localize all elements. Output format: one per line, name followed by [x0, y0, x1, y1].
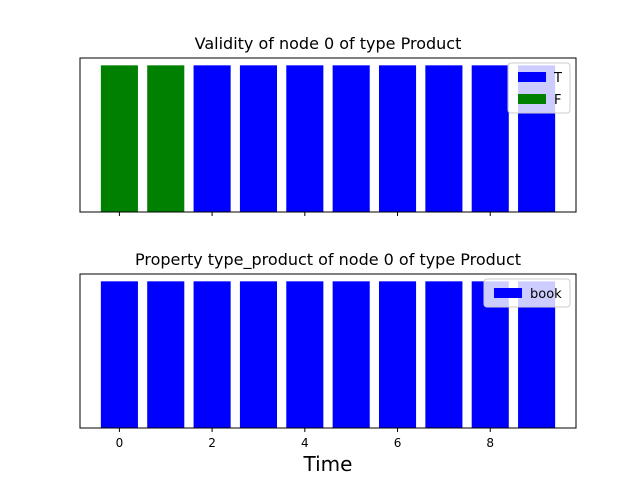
bar-t-6	[378, 65, 417, 212]
validity-subplot: Validity of node 0 of type Product TF	[79, 34, 577, 216]
bar-f-1	[147, 65, 185, 212]
type-product-subplot: Property type_product of node 0 of type …	[79, 250, 577, 450]
legend-swatch-t	[518, 72, 546, 82]
bar-book-6	[378, 281, 417, 428]
bar-book-0	[100, 281, 138, 428]
bar-t-7	[425, 65, 463, 212]
bar-t-4	[286, 65, 324, 212]
bar-t-2	[193, 65, 231, 212]
validity-title: Validity of node 0 of type Product	[195, 34, 462, 53]
bar-book-1	[147, 281, 185, 428]
bar-book-2	[193, 281, 231, 428]
bar-t-3	[239, 65, 278, 212]
validity-legend: TF	[507, 62, 571, 114]
x-tick-label: 2	[208, 436, 216, 450]
legend-label-t: T	[553, 71, 562, 86]
bar-t-5	[332, 65, 370, 212]
type-product-title: Property type_product of node 0 of type …	[135, 250, 521, 270]
validity-bars	[100, 65, 556, 212]
legend-swatch-f	[518, 94, 546, 104]
bar-f-0	[100, 65, 138, 212]
legend-swatch-book	[494, 288, 522, 298]
type-product-bars	[100, 281, 556, 428]
x-tick-label: 0	[116, 436, 124, 450]
bar-book-5	[332, 281, 370, 428]
type-product-axes-frame	[79, 273, 577, 429]
x-tick-label: 8	[486, 436, 494, 450]
legend-label-book: book	[530, 287, 562, 302]
x-tick-label: 6	[394, 436, 402, 450]
bar-book-4	[286, 281, 324, 428]
x-tick-label: 4	[301, 436, 309, 450]
bar-t-8	[471, 65, 509, 212]
validity-axes-frame	[79, 57, 577, 213]
bar-book-3	[239, 281, 278, 428]
validity-x-ticks	[118, 212, 491, 216]
legend-label-f: F	[554, 93, 561, 108]
x-axis-label: Time	[303, 452, 353, 476]
type-product-x-ticks: 0 2 4 6 8	[116, 428, 494, 450]
legend-box	[483, 278, 571, 308]
type-product-legend: book	[483, 278, 571, 308]
bar-book-7	[425, 281, 463, 428]
